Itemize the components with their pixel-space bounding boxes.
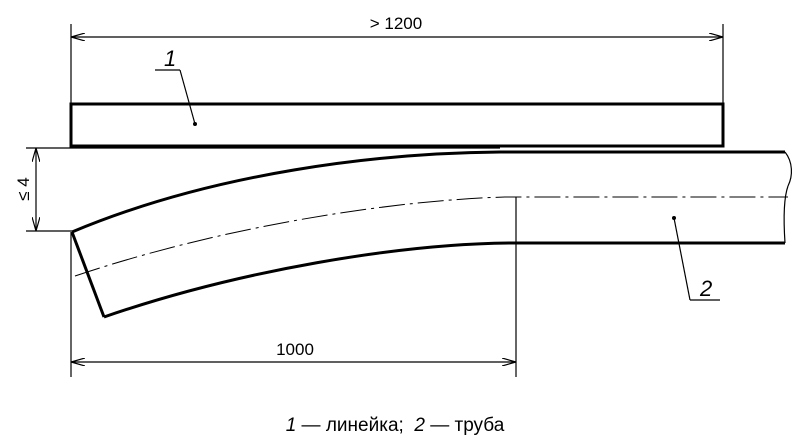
- callout-pipe-number: 2: [699, 276, 712, 301]
- pipe-break-top: [784, 151, 792, 187]
- deviation-dimension: ≤ 4: [14, 147, 500, 232]
- pipe-bottom-edge: [103, 241, 785, 319]
- deviation-label: ≤ 4: [14, 177, 33, 201]
- measure-length-dimension: 1000: [70, 197, 517, 377]
- ruler: [69, 102, 725, 148]
- measure-length-label: 1000: [276, 340, 314, 359]
- callout-ruler: 1: [155, 46, 197, 126]
- pipe-end-face: [70, 231, 106, 318]
- callout-dot: [193, 122, 197, 126]
- pipe-break-bottom: [783, 185, 789, 244]
- caption-item2-number: 2: [413, 415, 425, 436]
- callout-leader: [673, 217, 691, 301]
- callout-dot: [672, 216, 676, 220]
- pipe: [70, 150, 792, 319]
- pipe-centerline: [74, 196, 788, 277]
- ruler-length-dimension: > 1200: [70, 14, 724, 104]
- callout-pipe: 2: [672, 216, 720, 301]
- callout-leader: [179, 69, 196, 125]
- caption-item2-text: — труба: [425, 415, 505, 436]
- caption-item1-text: — линейка;: [296, 415, 414, 436]
- caption: 1 — линейка; 2 — труба: [286, 415, 505, 436]
- callout-ruler-number: 1: [164, 46, 176, 71]
- caption-item1-number: 1: [286, 415, 297, 436]
- ruler-length-label: > 1200: [370, 14, 422, 33]
- pipe-top-edge: [71, 150, 785, 234]
